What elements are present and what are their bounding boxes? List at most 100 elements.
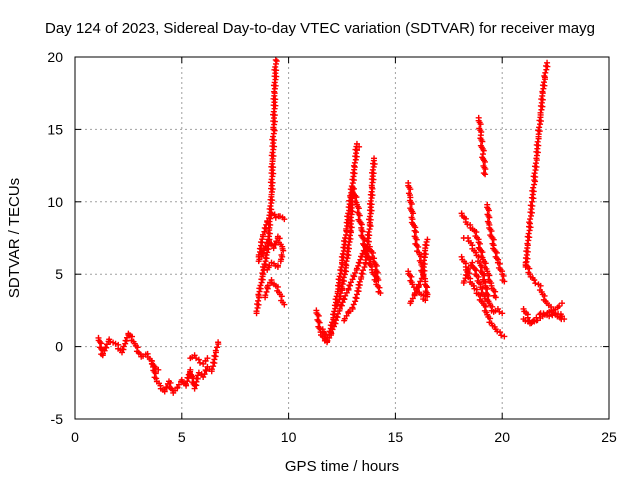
data-point (267, 179, 274, 186)
x-tick-label: 10 (281, 429, 297, 445)
y-axis-label: SDTVAR / TECUs (6, 178, 23, 298)
data-point (536, 124, 543, 131)
series-arc-2a (253, 56, 280, 317)
data-point (212, 347, 219, 354)
data-point (348, 211, 355, 218)
data-point (347, 223, 354, 230)
data-point (262, 254, 269, 261)
data-point (486, 207, 493, 214)
data-point (479, 138, 486, 145)
data-point (559, 313, 566, 320)
data-point (497, 329, 504, 336)
data-point (479, 264, 486, 271)
data-point (479, 249, 486, 256)
data-point (281, 216, 288, 223)
data-point (371, 155, 378, 162)
data-point (211, 352, 218, 359)
data-point (481, 272, 488, 279)
data-point (413, 236, 420, 243)
data-point (271, 85, 278, 92)
axis-ticks (74, 56, 610, 420)
data-point (259, 270, 266, 277)
data-point (486, 272, 493, 279)
data-point (263, 221, 270, 228)
data-point (264, 282, 271, 289)
data-point (273, 58, 280, 65)
data-point (255, 291, 262, 298)
data-point (367, 210, 374, 217)
y-tick-label: 5 (55, 266, 63, 282)
data-point (272, 63, 279, 70)
data-point (534, 138, 541, 145)
series-arc-3c (341, 155, 378, 324)
y-tick-label: 10 (47, 194, 63, 210)
data-point (256, 245, 263, 252)
data-point (271, 241, 278, 248)
data-point (271, 73, 278, 80)
data-point (492, 288, 499, 295)
series-arc-5f (460, 259, 489, 302)
data-point (268, 259, 275, 266)
data-point (338, 253, 345, 260)
data-point (482, 260, 489, 267)
series-arc-5d (475, 114, 489, 178)
data-point (336, 305, 343, 312)
data-point (214, 344, 221, 351)
data-point (533, 141, 540, 148)
data-point (270, 118, 277, 125)
series-arc-2b (255, 210, 288, 260)
data-point (500, 272, 507, 279)
data-point (369, 169, 376, 176)
data-point (475, 273, 482, 280)
data-point (421, 250, 428, 257)
data-point (536, 311, 543, 318)
data-point (356, 278, 363, 285)
data-point (465, 265, 472, 272)
data-point (152, 370, 159, 377)
data-point (263, 288, 270, 295)
data-point (348, 204, 355, 211)
data-point (424, 236, 431, 243)
data-point (343, 225, 350, 232)
data-point (281, 301, 288, 308)
data-point (347, 201, 354, 208)
data-point (492, 294, 499, 301)
data-point (347, 207, 354, 214)
data-point (349, 304, 356, 311)
data-point (259, 263, 266, 270)
data-point (352, 146, 359, 153)
data-point (364, 238, 371, 245)
series-arc-4c (407, 236, 431, 307)
data-point (271, 66, 278, 73)
data-point (201, 371, 208, 378)
data-point (340, 274, 347, 281)
data-point (367, 256, 374, 263)
data-point (410, 210, 417, 217)
data-point (369, 166, 376, 173)
data-point (261, 224, 268, 231)
data-point (543, 62, 549, 69)
data-point (204, 355, 211, 362)
data-point (269, 155, 276, 162)
chart-title: Day 124 of 2023, Sidereal Day-to-day VTE… (45, 20, 595, 37)
data-point (253, 308, 260, 315)
data-point (268, 170, 275, 177)
data-point (337, 266, 344, 273)
data-point (268, 210, 275, 217)
data-point (364, 247, 371, 254)
data-point (531, 163, 538, 170)
data-point (418, 275, 425, 282)
data-point (268, 200, 275, 207)
data-point (316, 319, 323, 326)
data-point (498, 332, 505, 339)
data-point (269, 136, 276, 143)
data-point (531, 170, 538, 177)
data-point (265, 230, 272, 237)
data-point (366, 219, 373, 226)
data-point (270, 115, 277, 122)
data-point (339, 250, 346, 257)
data-point (331, 308, 338, 315)
data-point (268, 182, 275, 189)
data-point (344, 213, 351, 220)
